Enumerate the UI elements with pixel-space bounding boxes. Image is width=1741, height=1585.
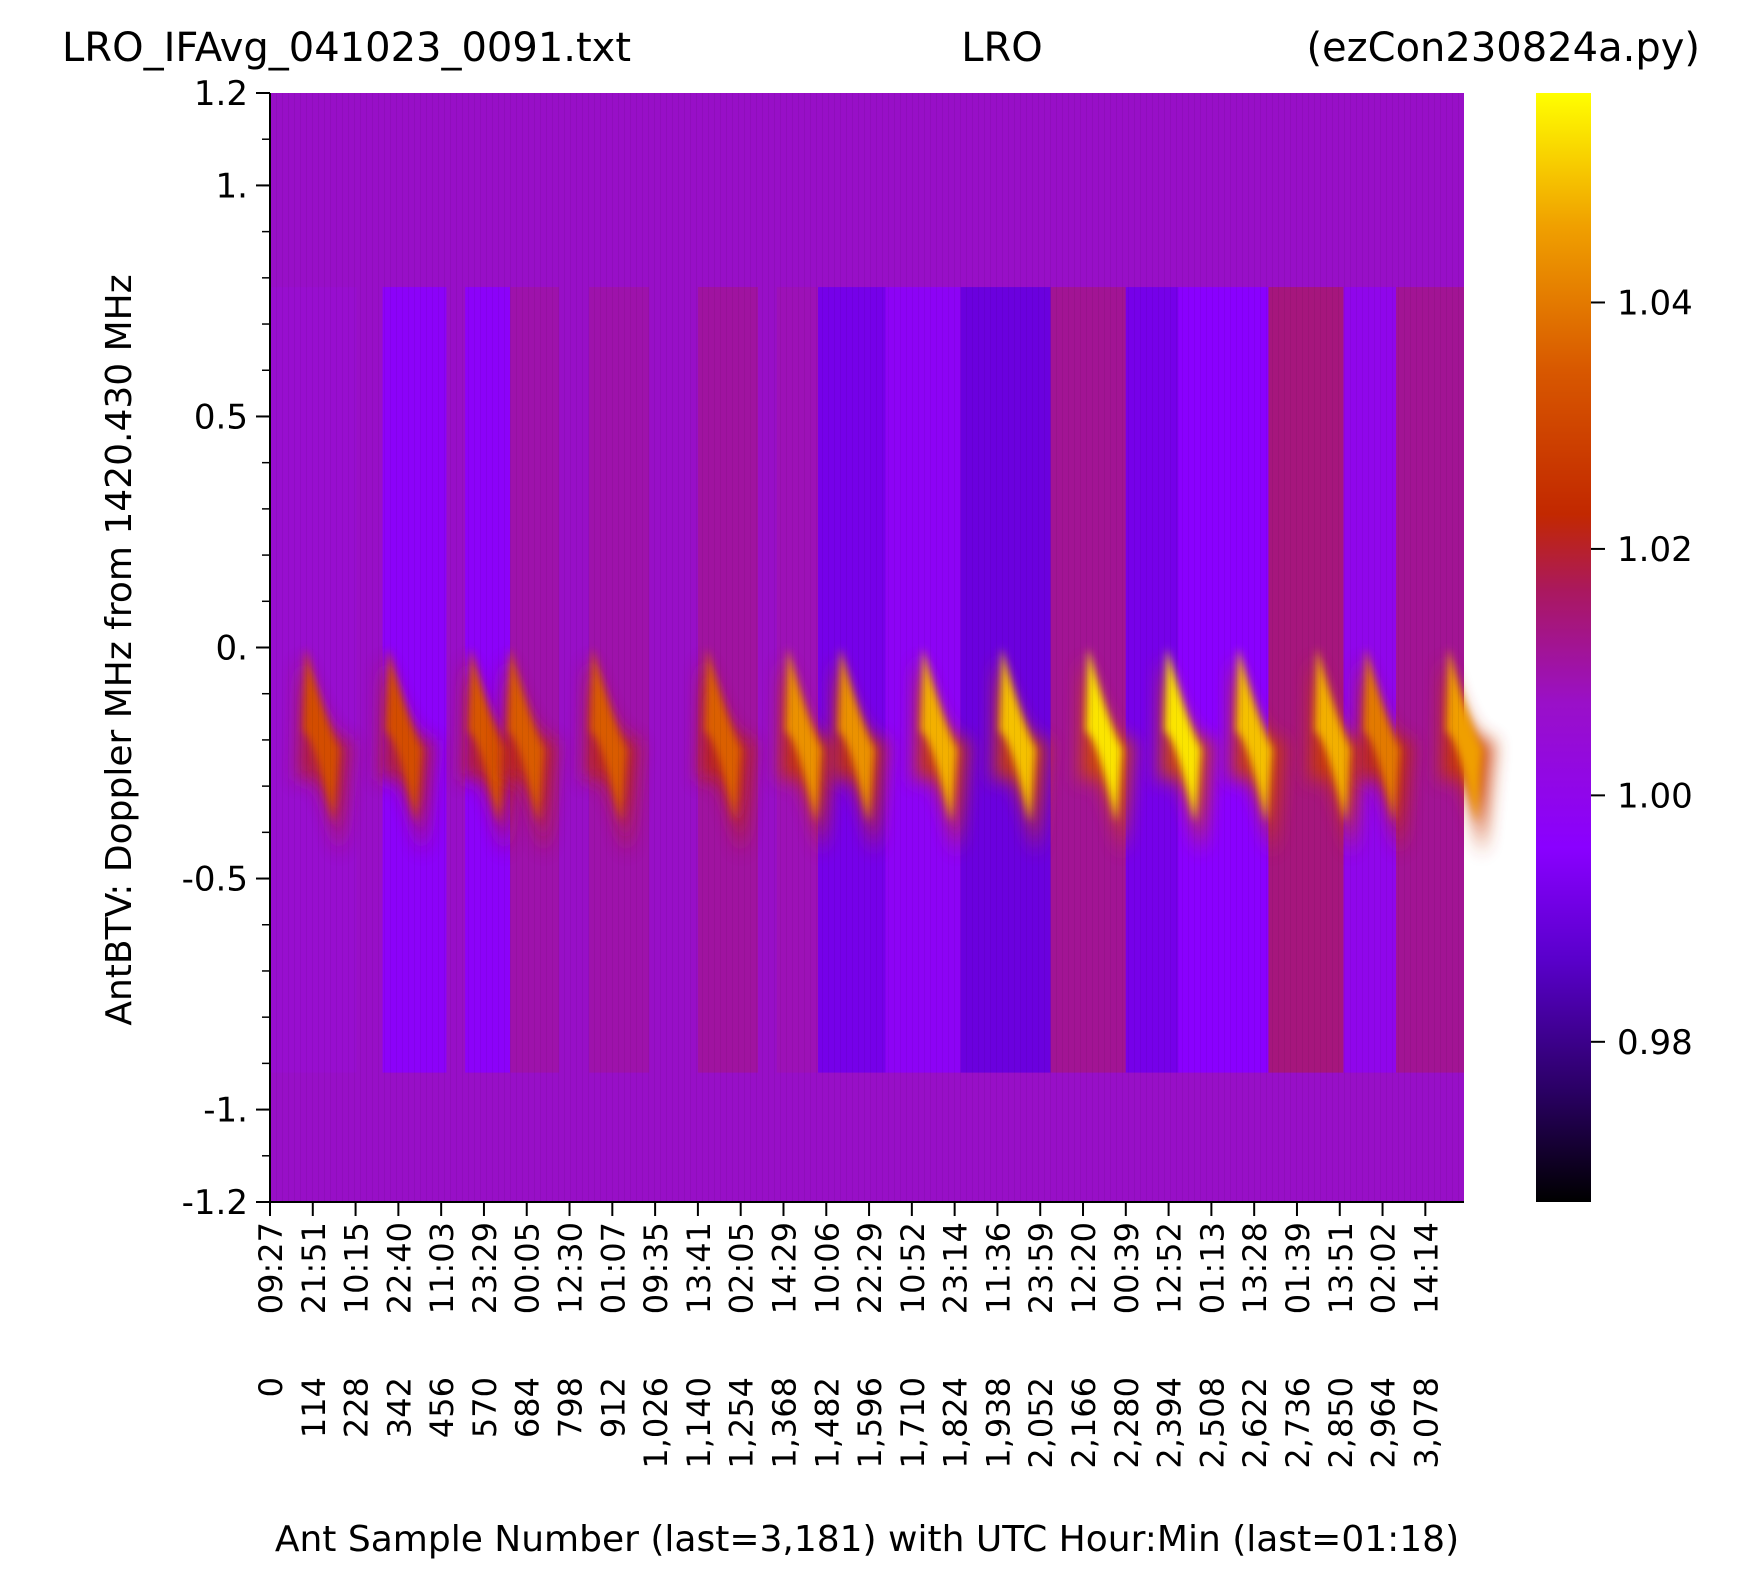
colorbar-tick-label: 0.98 (1617, 1023, 1693, 1063)
chart-title-center: LRO (961, 25, 1043, 71)
x-tick-sample-label: 1,482 (808, 1377, 846, 1469)
x-tick-utc-label: 09:27 (252, 1222, 290, 1314)
x-tick-sample-label: 2,736 (1279, 1377, 1317, 1469)
x-tick-utc-label: 13:41 (680, 1222, 718, 1314)
y-axis-label: AntBTV: Doppler MHz from 1420.430 MHz (99, 274, 140, 1025)
x-tick-utc-label: 12:52 (1151, 1222, 1189, 1314)
x-tick-sample-label: 2,850 (1322, 1377, 1360, 1469)
colorbar-tick-label: 1.00 (1617, 776, 1693, 816)
y-tick-label: 1. (216, 166, 248, 206)
x-tick-utc-label: 23:59 (1022, 1222, 1060, 1314)
y-tick-label: -0.5 (182, 860, 248, 900)
x-tick-sample-label: 2,052 (1022, 1377, 1060, 1469)
y-tick-label: -1.2 (182, 1183, 248, 1223)
x-tick-utc-label: 00:39 (1108, 1222, 1146, 1314)
heatmap-stripe-texture (270, 93, 1464, 1202)
x-axis-label: Ant Sample Number (last=3,181) with UTC … (275, 1519, 1459, 1560)
y-tick-label: -1. (203, 1091, 248, 1131)
x-tick-utc-label: 01:13 (1193, 1222, 1231, 1314)
x-tick-utc-label: 13:28 (1236, 1222, 1274, 1314)
x-tick-utc-label: 10:15 (338, 1222, 376, 1314)
x-tick-sample-label: 684 (509, 1377, 547, 1438)
colorbar-tick-label: 1.02 (1617, 530, 1693, 570)
x-tick-utc-label: 22:29 (851, 1222, 889, 1314)
x-tick-sample-label: 1,710 (894, 1377, 932, 1469)
x-tick-sample-label: 2,508 (1193, 1377, 1231, 1469)
x-tick-utc-label: 11:36 (979, 1222, 1017, 1314)
x-tick-utc-label: 02:05 (723, 1222, 761, 1314)
x-tick-sample-label: 114 (295, 1377, 333, 1438)
x-tick-utc-label: 23:29 (466, 1222, 504, 1314)
x-tick-utc-label: 21:51 (295, 1222, 333, 1314)
x-tick-utc-label: 01:07 (594, 1222, 632, 1314)
x-tick-sample-label: 342 (380, 1377, 418, 1438)
x-tick-sample-label: 1,140 (680, 1377, 718, 1469)
x-tick-sample-label: 456 (423, 1377, 461, 1438)
x-tick-sample-label: 2,280 (1108, 1377, 1146, 1469)
y-tick-label: 1.2 (194, 74, 248, 114)
x-tick-utc-label: 02:02 (1365, 1222, 1403, 1314)
x-tick-utc-label: 11:03 (423, 1222, 461, 1314)
x-tick-sample-label: 3,078 (1407, 1377, 1445, 1469)
colorbar-tick-label: 1.04 (1617, 283, 1693, 323)
x-tick-utc-label: 23:14 (937, 1222, 975, 1314)
x-tick-utc-label: 12:20 (1065, 1222, 1103, 1314)
colorbar-ticks: 0.98 1.00 1.02 1.04 (1591, 283, 1693, 1063)
x-tick-sample-label: 1,596 (851, 1377, 889, 1469)
y-axis-ticks: 1.2 1. 0.5 0. -0.5 -1. -1.2 (182, 74, 270, 1223)
x-tick-sample-label: 1,254 (723, 1377, 761, 1469)
x-tick-sample-label: 2,166 (1065, 1377, 1103, 1469)
x-tick-utc-label: 14:29 (765, 1222, 803, 1314)
y-tick-label: 0.5 (194, 397, 248, 437)
chart-title-left: LRO_IFAvg_041023_0091.txt (62, 25, 631, 71)
x-tick-sample-label: 1,824 (937, 1377, 975, 1469)
x-tick-utc-label: 10:06 (808, 1222, 846, 1314)
y-tick-label: 0. (216, 629, 248, 669)
x-tick-sample-label: 228 (338, 1377, 376, 1438)
x-tick-utc-label: 13:51 (1322, 1222, 1360, 1314)
x-axis-ticks: 09:27 0 21:51 114 10:15 228 22:40 342 11:03 456 23… (252, 1202, 1445, 1469)
x-tick-sample-label: 2,394 (1151, 1377, 1189, 1469)
x-tick-utc-label: 10:52 (894, 1222, 932, 1314)
plot-area (270, 93, 1495, 1202)
x-tick-sample-label: 1,368 (765, 1377, 803, 1469)
colorbar-gradient (1536, 93, 1591, 1202)
x-tick-sample-label: 1,938 (979, 1377, 1017, 1469)
x-tick-sample-label: 798 (552, 1377, 590, 1438)
x-tick-sample-label: 1,026 (637, 1377, 675, 1469)
x-tick-sample-label: 0 (252, 1377, 290, 1397)
x-tick-sample-label: 2,964 (1365, 1377, 1403, 1469)
x-tick-utc-label: 00:05 (509, 1222, 547, 1314)
x-tick-utc-label: 22:40 (380, 1222, 418, 1314)
x-tick-sample-label: 2,622 (1236, 1377, 1274, 1469)
x-tick-utc-label: 09:35 (637, 1222, 675, 1314)
chart-title-right: (ezCon230824a.py) (1306, 25, 1700, 71)
x-tick-sample-label: 912 (594, 1377, 632, 1438)
x-tick-utc-label: 12:30 (552, 1222, 590, 1314)
x-tick-utc-label: 01:39 (1279, 1222, 1317, 1314)
x-tick-sample-label: 570 (466, 1377, 504, 1438)
colorbar: 0.98 1.00 1.02 1.04 (1536, 93, 1693, 1202)
x-tick-utc-label: 14:14 (1407, 1222, 1445, 1314)
